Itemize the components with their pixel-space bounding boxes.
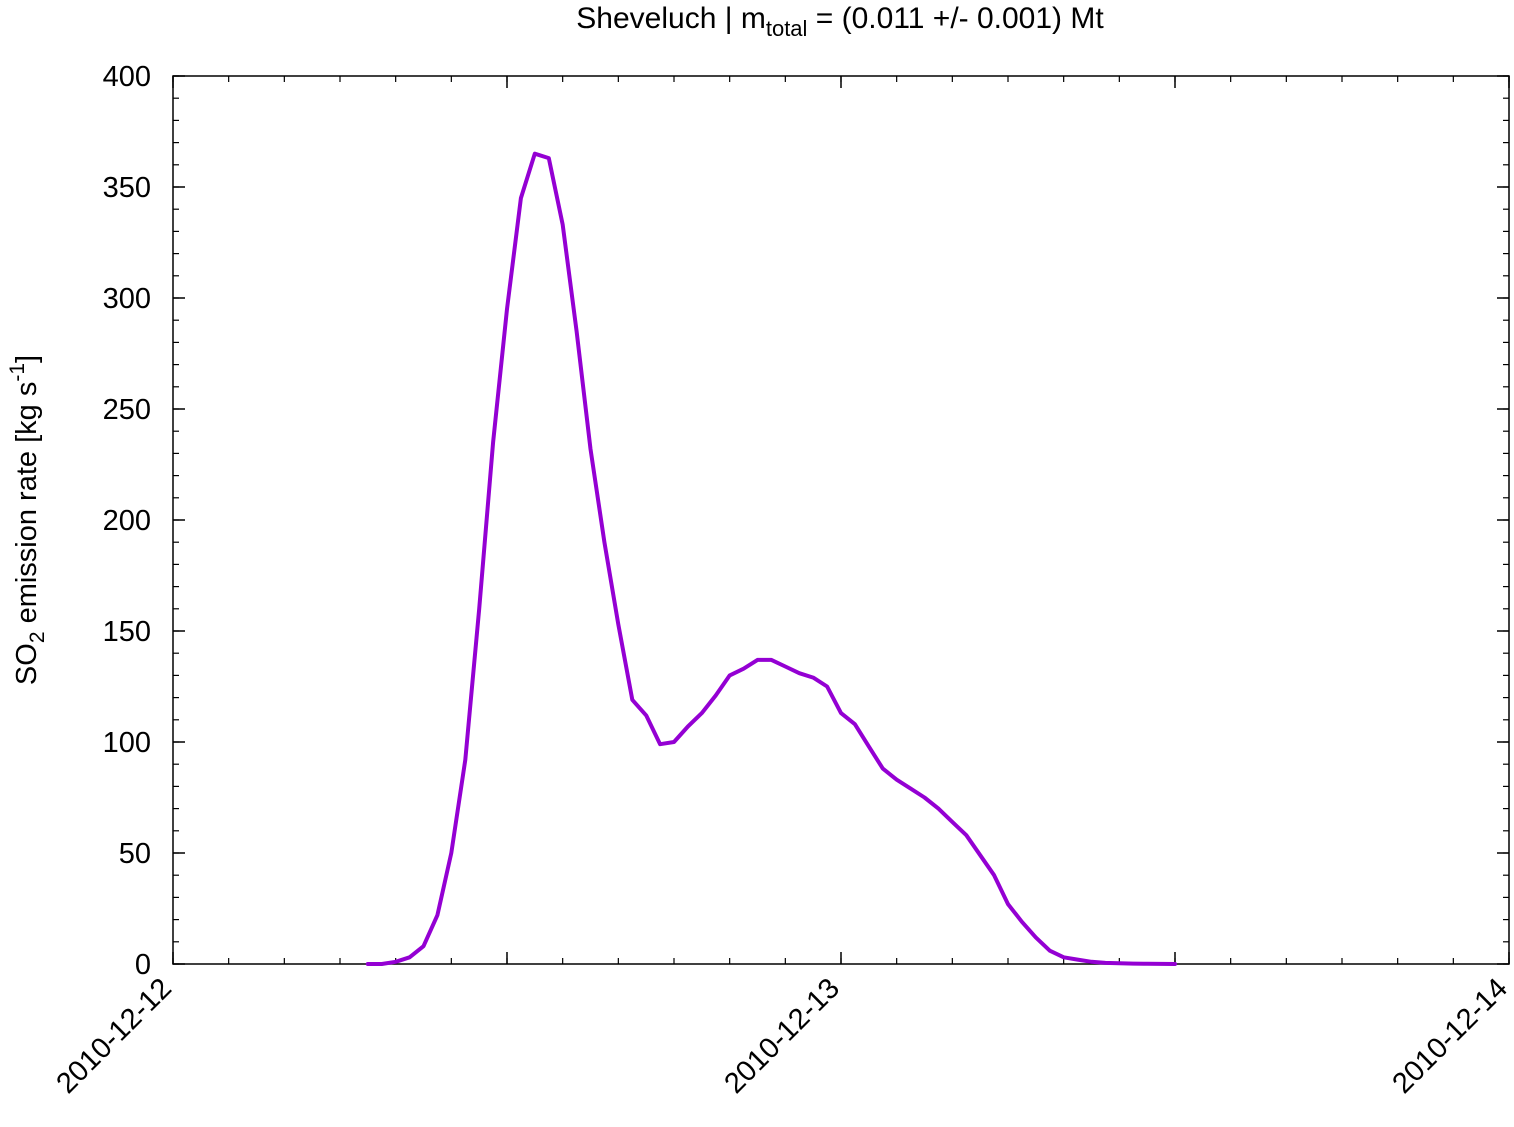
y-tick-label: 400 xyxy=(103,61,151,93)
x-tick-label: 2010-12-14 xyxy=(1386,972,1514,1100)
plot-frame xyxy=(172,75,1510,965)
chart-title-suffix: = (0.011 +/- 0.001) Mt xyxy=(807,2,1104,35)
x-tick-labels: 2010-12-12 2010-12-13 2010-12-14 xyxy=(50,972,1514,1100)
y-tick-label: 0 xyxy=(135,949,151,981)
y-axis-label-subscript: 2 xyxy=(26,631,49,643)
y-tick-labels: 0 50 100 150 200 250 300 350 400 xyxy=(103,61,151,981)
chart-title-subscript: total xyxy=(766,16,808,41)
y-tick-label: 300 xyxy=(103,283,151,315)
y-tick-label: 50 xyxy=(119,838,151,870)
y-tick-label: 100 xyxy=(103,727,151,759)
y-tick-label: 150 xyxy=(103,616,151,648)
axis-ticks xyxy=(172,75,1510,965)
y-tick-label: 200 xyxy=(103,505,151,537)
y-axis-label: SO2 emission rate [kg s-1] xyxy=(6,355,49,685)
chart-title: Sheveluch | mtotal = (0.011 +/- 0.001) M… xyxy=(576,2,1104,41)
y-axis-label-prefix: SO xyxy=(11,643,43,685)
y-axis-label-superscript: -1 xyxy=(6,363,29,382)
y-axis-label-suffix: ] xyxy=(11,355,43,363)
y-tick-label: 350 xyxy=(103,172,151,204)
chart-title-prefix: Sheveluch | m xyxy=(576,2,766,35)
x-tick-label: 2010-12-13 xyxy=(718,972,846,1100)
y-tick-label: 250 xyxy=(103,394,151,426)
x-tick-label: 2010-12-12 xyxy=(50,972,178,1100)
y-axis-label-middle: emission rate [kg s xyxy=(11,382,43,632)
so2-emission-line xyxy=(365,151,1177,966)
